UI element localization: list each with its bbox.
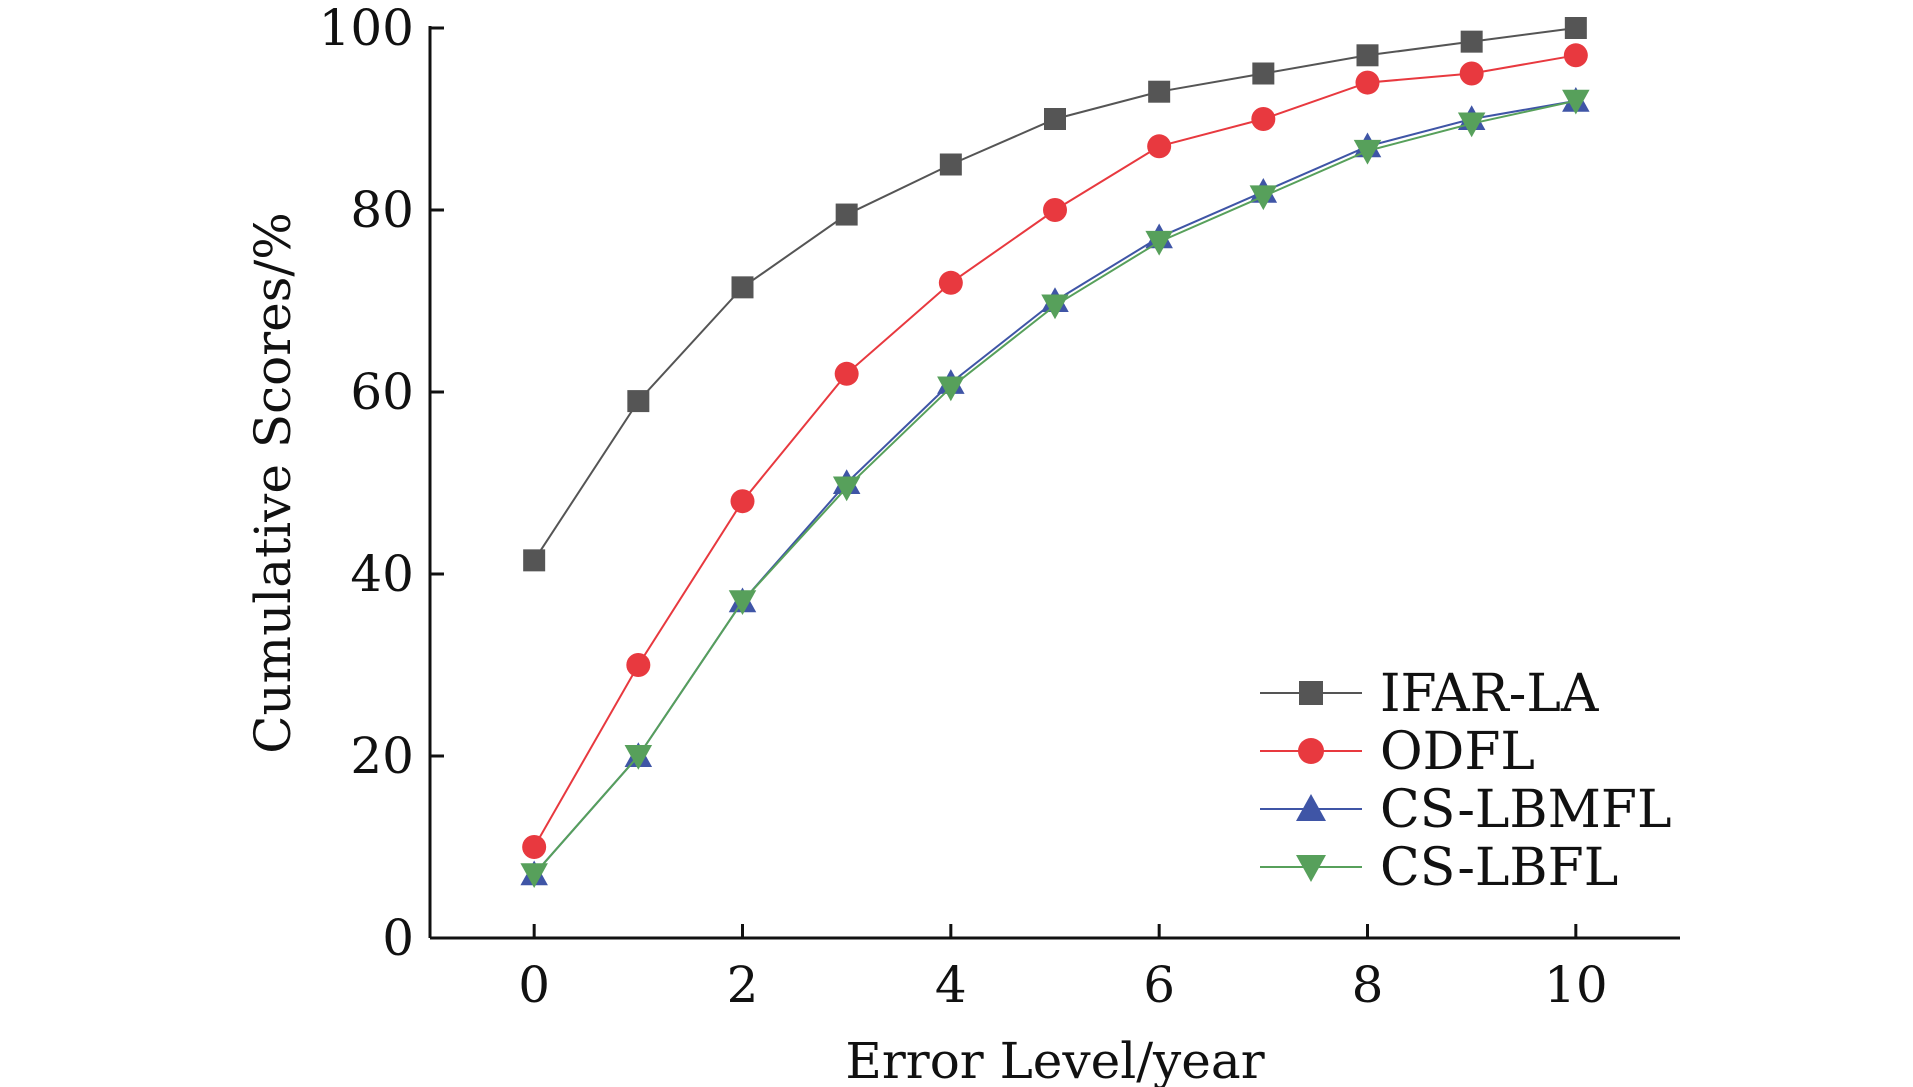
data-point	[624, 745, 653, 770]
x-tick-label: 8	[1352, 956, 1384, 1014]
data-point	[938, 270, 963, 295]
data-point	[937, 376, 965, 402]
data-point	[832, 476, 861, 502]
data-point	[1249, 185, 1278, 211]
legend-label: IFAR-LA	[1380, 664, 1600, 724]
y-tick-label: 0	[382, 909, 414, 967]
data-point	[1041, 294, 1069, 320]
data-point	[1044, 108, 1066, 130]
legend-item: CS-LBMFL	[1260, 780, 1671, 840]
x-tick-label: 10	[1544, 956, 1608, 1014]
data-point	[1459, 61, 1484, 86]
legend-item: CS-LBFL	[1260, 838, 1618, 898]
data-point	[523, 549, 546, 572]
data-point	[1460, 30, 1483, 53]
x-tick-label: 0	[518, 956, 550, 1014]
y-tick-label: 60	[350, 363, 414, 421]
data-point	[1043, 198, 1067, 222]
data-point	[1298, 738, 1324, 764]
y-tick-label: 40	[350, 545, 414, 603]
data-point	[1296, 855, 1326, 882]
data-point	[520, 863, 548, 889]
data-point	[835, 203, 858, 226]
data-point	[1148, 80, 1171, 103]
data-point	[939, 153, 962, 176]
y-tick-label: 20	[350, 727, 414, 785]
data-point	[1251, 107, 1276, 131]
data-point	[522, 835, 547, 859]
data-point	[1457, 112, 1486, 138]
data-point	[1252, 62, 1275, 85]
data-point	[1563, 43, 1588, 68]
data-point	[730, 489, 755, 514]
series-cs-lbfl	[520, 89, 1590, 889]
x-tick-label: 6	[1143, 956, 1175, 1014]
data-point	[1299, 681, 1323, 705]
data-point	[1356, 44, 1379, 67]
data-point	[731, 276, 754, 299]
data-point	[1562, 89, 1590, 115]
data-point	[1564, 17, 1587, 39]
data-point	[834, 361, 859, 386]
y-tick-label: 80	[350, 181, 414, 239]
data-point	[1353, 139, 1382, 165]
data-point	[626, 653, 651, 677]
data-point	[1147, 134, 1172, 159]
y-axis-label: Cumulative Scores/%	[244, 212, 302, 754]
legend-item: IFAR-LA	[1260, 664, 1600, 724]
legend-item: ODFL	[1260, 722, 1535, 782]
y-tick-label: 100	[319, 0, 414, 57]
legend-label: CS-LBFL	[1380, 838, 1618, 898]
data-point	[1355, 70, 1380, 95]
data-point	[728, 590, 757, 616]
series-ifar-la	[523, 17, 1587, 572]
legend-label: CS-LBMFL	[1380, 780, 1671, 840]
x-tick-label: 4	[935, 956, 967, 1014]
series-odfl	[522, 43, 1588, 859]
legend-label: ODFL	[1380, 722, 1535, 782]
data-point	[627, 390, 650, 413]
series-layer	[520, 17, 1590, 889]
data-point	[1296, 794, 1326, 821]
data-point	[1145, 230, 1173, 256]
x-tick-label: 2	[727, 956, 759, 1014]
x-axis-label: Error Level/year	[845, 1032, 1264, 1087]
